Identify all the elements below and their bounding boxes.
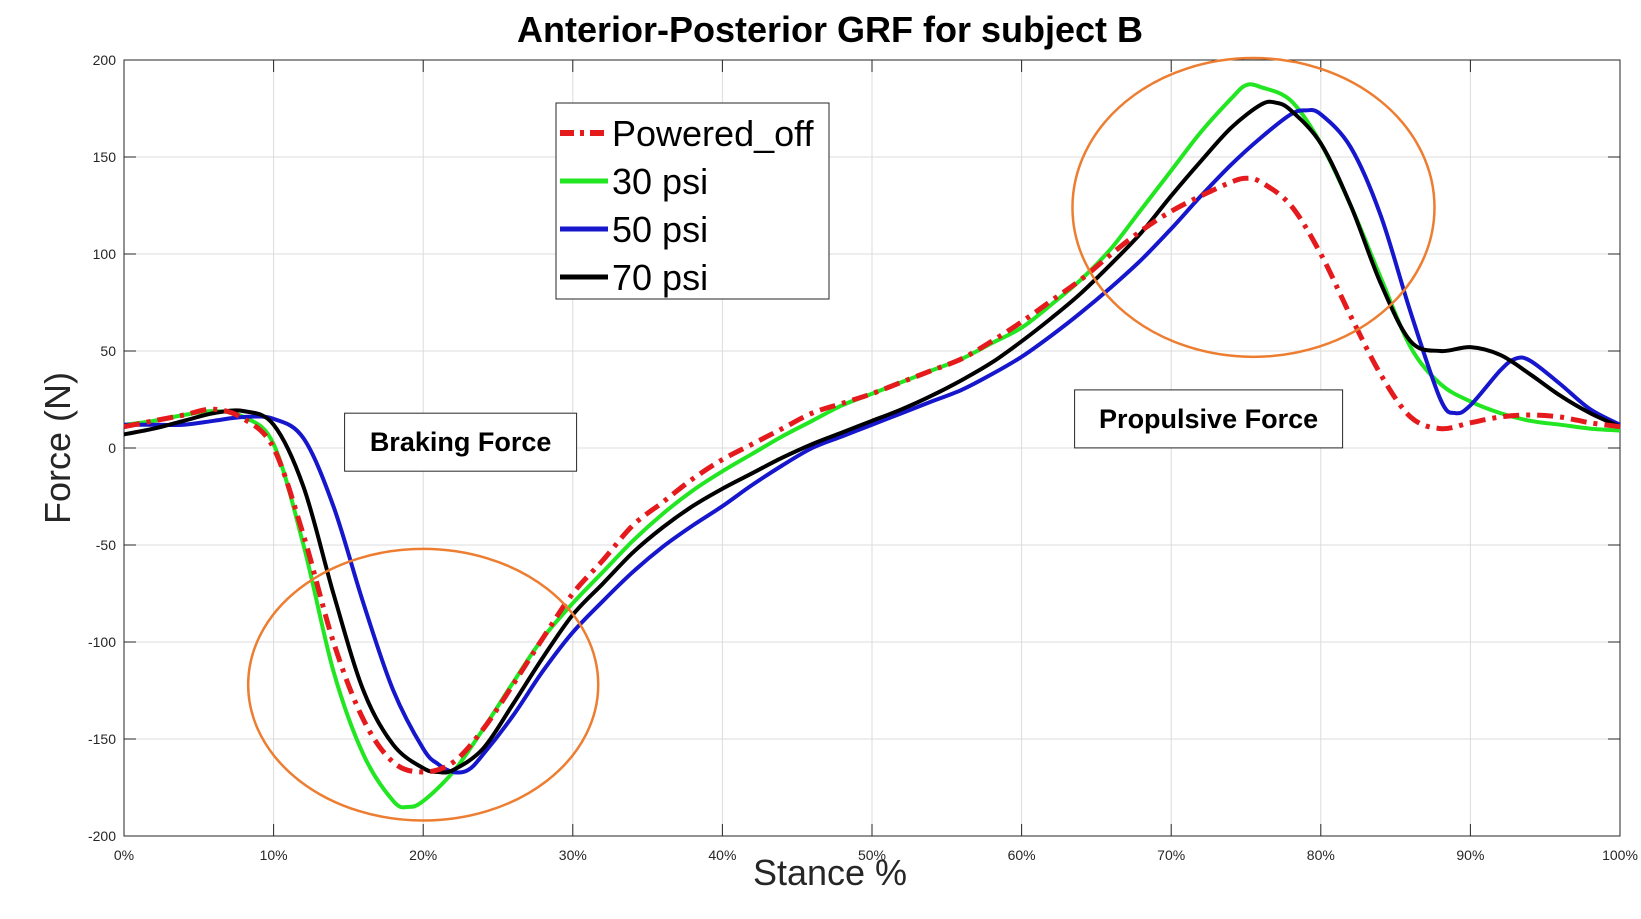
series-lines <box>123 82 1621 810</box>
x-tick-label: 90% <box>1456 847 1484 863</box>
annotation-box <box>1074 389 1344 449</box>
x-tick-label: 40% <box>708 847 736 863</box>
annotation-text-braking-force: Braking Force <box>370 427 552 457</box>
y-tick-label: -100 <box>88 634 116 650</box>
legend-label-70-psi: 70 psi <box>612 257 708 298</box>
y-tick-label: 100 <box>93 246 117 262</box>
y-tick-label: 150 <box>93 149 117 165</box>
x-axis-title: Stance % <box>753 852 907 893</box>
y-tick-label: -50 <box>96 537 116 553</box>
x-tick-label: 20% <box>409 847 437 863</box>
series-line-70-psi <box>123 99 1621 775</box>
legend-label-30-psi: 30 psi <box>612 161 708 202</box>
x-tick-label: 50% <box>858 847 886 863</box>
y-axis-title: Force (N) <box>37 372 78 524</box>
y-tick-label: 0 <box>108 440 116 456</box>
x-tick-label: 30% <box>559 847 587 863</box>
x-tick-label: 100% <box>1602 847 1638 863</box>
annotations: Braking Force Propulsive Force <box>344 389 1344 472</box>
axis-ticks: 0% 10% 20% 30% 40% 50% 60% 70% 80% 90% 100% 200 150 1… <box>88 52 1638 863</box>
chart-title: Anterior-Posterior GRF for subject B <box>517 9 1143 50</box>
highlight-ellipse-propulsive-region <box>1071 56 1436 359</box>
highlight-ellipses <box>246 56 1436 822</box>
x-tick-label: 80% <box>1307 847 1335 863</box>
y-tick-label: -150 <box>88 731 116 747</box>
series-line-50-psi <box>123 108 1621 775</box>
legend-label-powered-off: Powered_off <box>612 113 814 154</box>
x-tick-label: 60% <box>1008 847 1036 863</box>
annotation-box <box>344 412 578 472</box>
x-tick-label: 10% <box>260 847 288 863</box>
legend-label-50-psi: 50 psi <box>612 209 708 250</box>
y-tick-label: 50 <box>100 343 116 359</box>
x-tick-label: 70% <box>1157 847 1185 863</box>
y-tick-label: 200 <box>93 52 117 68</box>
y-tick-label: -200 <box>88 828 116 844</box>
annotation-text-propulsive-force: Propulsive Force <box>1099 404 1318 434</box>
legend: Powered_off 30 psi 50 psi 70 psi <box>555 102 830 300</box>
series-line-powered-off <box>123 175 1621 775</box>
x-tick-label: 0% <box>114 847 134 863</box>
highlight-ellipse-braking-region <box>246 547 600 822</box>
